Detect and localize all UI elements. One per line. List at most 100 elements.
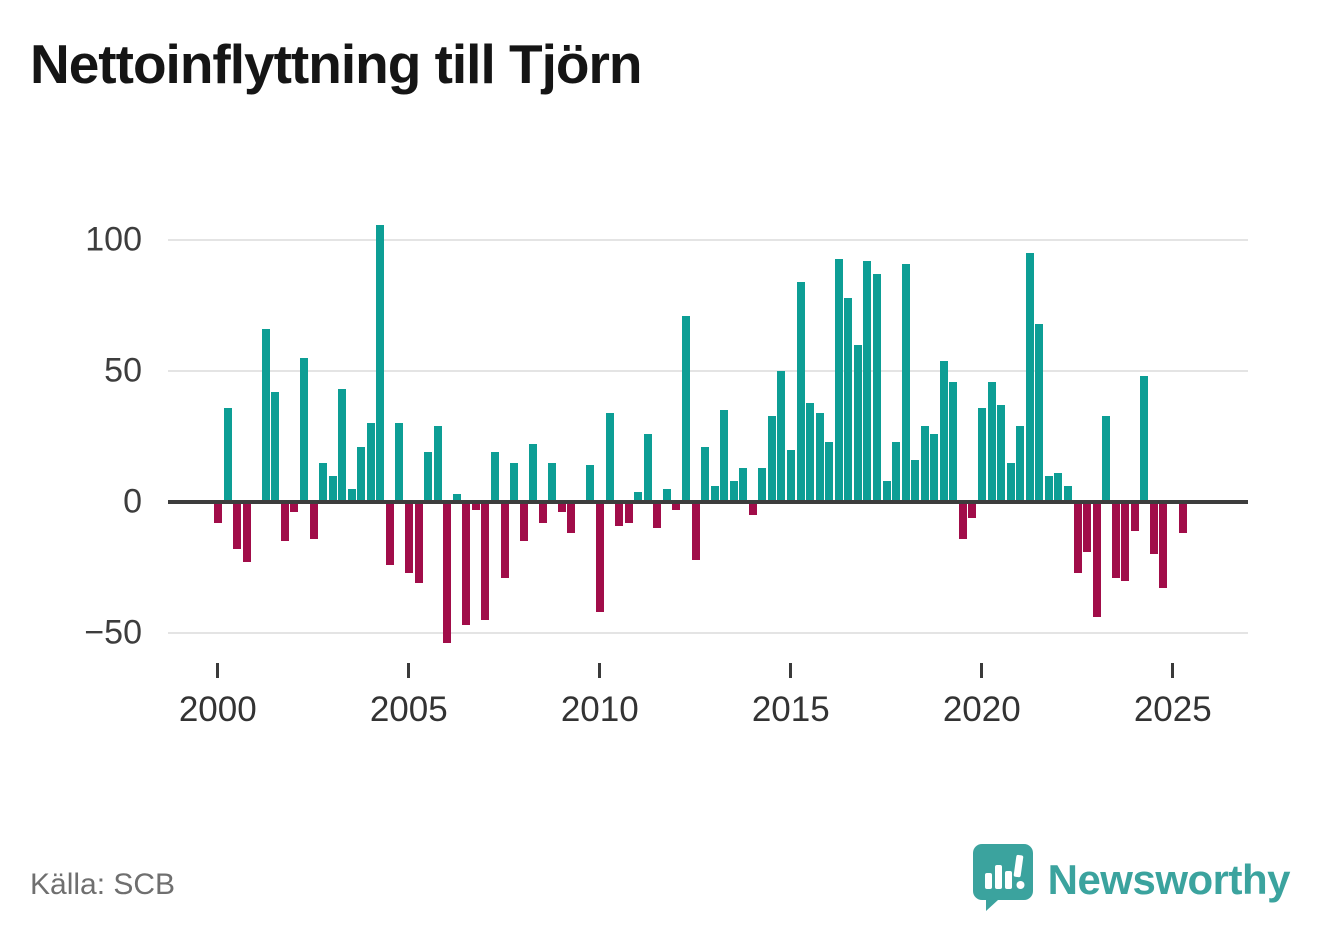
bar	[777, 371, 785, 502]
bar	[1093, 502, 1101, 618]
bar	[1016, 426, 1024, 502]
bar	[243, 502, 251, 563]
bar	[854, 344, 862, 502]
bar	[949, 381, 957, 502]
bar	[1045, 475, 1053, 502]
y-tick-label: 0	[123, 482, 142, 521]
bar	[701, 447, 709, 502]
bar	[739, 467, 747, 502]
x-tick-label: 2015	[751, 690, 830, 729]
bar	[730, 481, 738, 502]
bar	[367, 423, 375, 502]
bar	[749, 502, 757, 516]
bar	[653, 502, 661, 529]
bar	[625, 502, 633, 523]
bar	[672, 502, 680, 510]
x-tick	[598, 663, 602, 678]
bar	[501, 502, 509, 578]
bar	[462, 502, 470, 625]
y-tick-label: 50	[104, 351, 142, 390]
bar	[1140, 376, 1148, 502]
bar	[1179, 502, 1187, 534]
bar	[281, 502, 289, 542]
bar	[844, 297, 852, 502]
bar	[348, 488, 356, 502]
x-tick	[980, 663, 984, 678]
bar	[997, 405, 1005, 502]
x-tick-label: 2020	[942, 690, 1021, 729]
bar	[787, 449, 795, 502]
bar	[424, 452, 432, 502]
bar	[1035, 324, 1043, 502]
bar	[290, 502, 298, 513]
x-tick-label: 2005	[369, 690, 448, 729]
x-tick	[789, 663, 793, 678]
chart-bubble-icon	[972, 843, 1034, 916]
bar	[1112, 502, 1120, 578]
bar	[453, 494, 461, 502]
bar	[1064, 486, 1072, 502]
bar	[271, 392, 279, 502]
bar	[644, 433, 652, 502]
bar	[816, 413, 824, 502]
bar	[233, 502, 241, 550]
x-tick	[1171, 663, 1175, 678]
bar	[357, 447, 365, 502]
newsworthy-wordmark: Newsworthy	[1047, 855, 1291, 903]
bar	[883, 481, 891, 502]
bar	[968, 502, 976, 518]
bar	[921, 426, 929, 502]
bar	[395, 423, 403, 502]
x-tick	[407, 663, 411, 678]
bar	[797, 282, 805, 502]
bar	[224, 407, 232, 502]
bar	[1102, 415, 1110, 502]
bar	[567, 502, 575, 534]
bar	[835, 258, 843, 502]
gridline	[168, 370, 1248, 373]
bar	[663, 488, 671, 502]
x-tick-label: 2000	[178, 690, 257, 729]
bar	[405, 502, 413, 573]
bar	[1054, 473, 1062, 502]
bar	[1159, 502, 1167, 589]
bar	[634, 491, 642, 502]
bar	[472, 502, 480, 510]
x-tick-label: 2010	[560, 690, 639, 729]
bar	[491, 452, 499, 502]
bar	[1074, 502, 1082, 573]
bar	[978, 407, 986, 502]
bar	[300, 358, 308, 502]
x-tick-label: 2025	[1133, 690, 1212, 729]
bar	[1150, 502, 1158, 555]
bar	[682, 316, 690, 502]
bar	[692, 502, 700, 560]
bar	[758, 467, 766, 502]
newsworthy-branding: Newsworthy	[972, 843, 1291, 916]
bar	[711, 486, 719, 502]
y-tick-label: 100	[85, 220, 142, 259]
bar	[911, 460, 919, 502]
bar	[825, 441, 833, 502]
bar	[1083, 502, 1091, 552]
page-title: Nettoinflyttning till Tjörn	[30, 33, 642, 95]
bar	[596, 502, 604, 612]
bar	[558, 502, 566, 513]
bar	[481, 502, 489, 620]
bar	[1026, 253, 1034, 502]
bar	[319, 462, 327, 502]
bar	[586, 465, 594, 502]
bar	[510, 462, 518, 502]
gridline	[168, 239, 1248, 242]
bar	[1007, 462, 1015, 502]
bar	[520, 502, 528, 542]
bar	[902, 263, 910, 502]
bar	[615, 502, 623, 526]
bar	[873, 274, 881, 502]
source-note: Källa: SCB	[30, 868, 176, 901]
bar	[386, 502, 394, 565]
bar	[539, 502, 547, 523]
y-tick-label: −50	[84, 613, 142, 652]
bar	[806, 402, 814, 502]
x-axis-line	[168, 500, 1248, 504]
